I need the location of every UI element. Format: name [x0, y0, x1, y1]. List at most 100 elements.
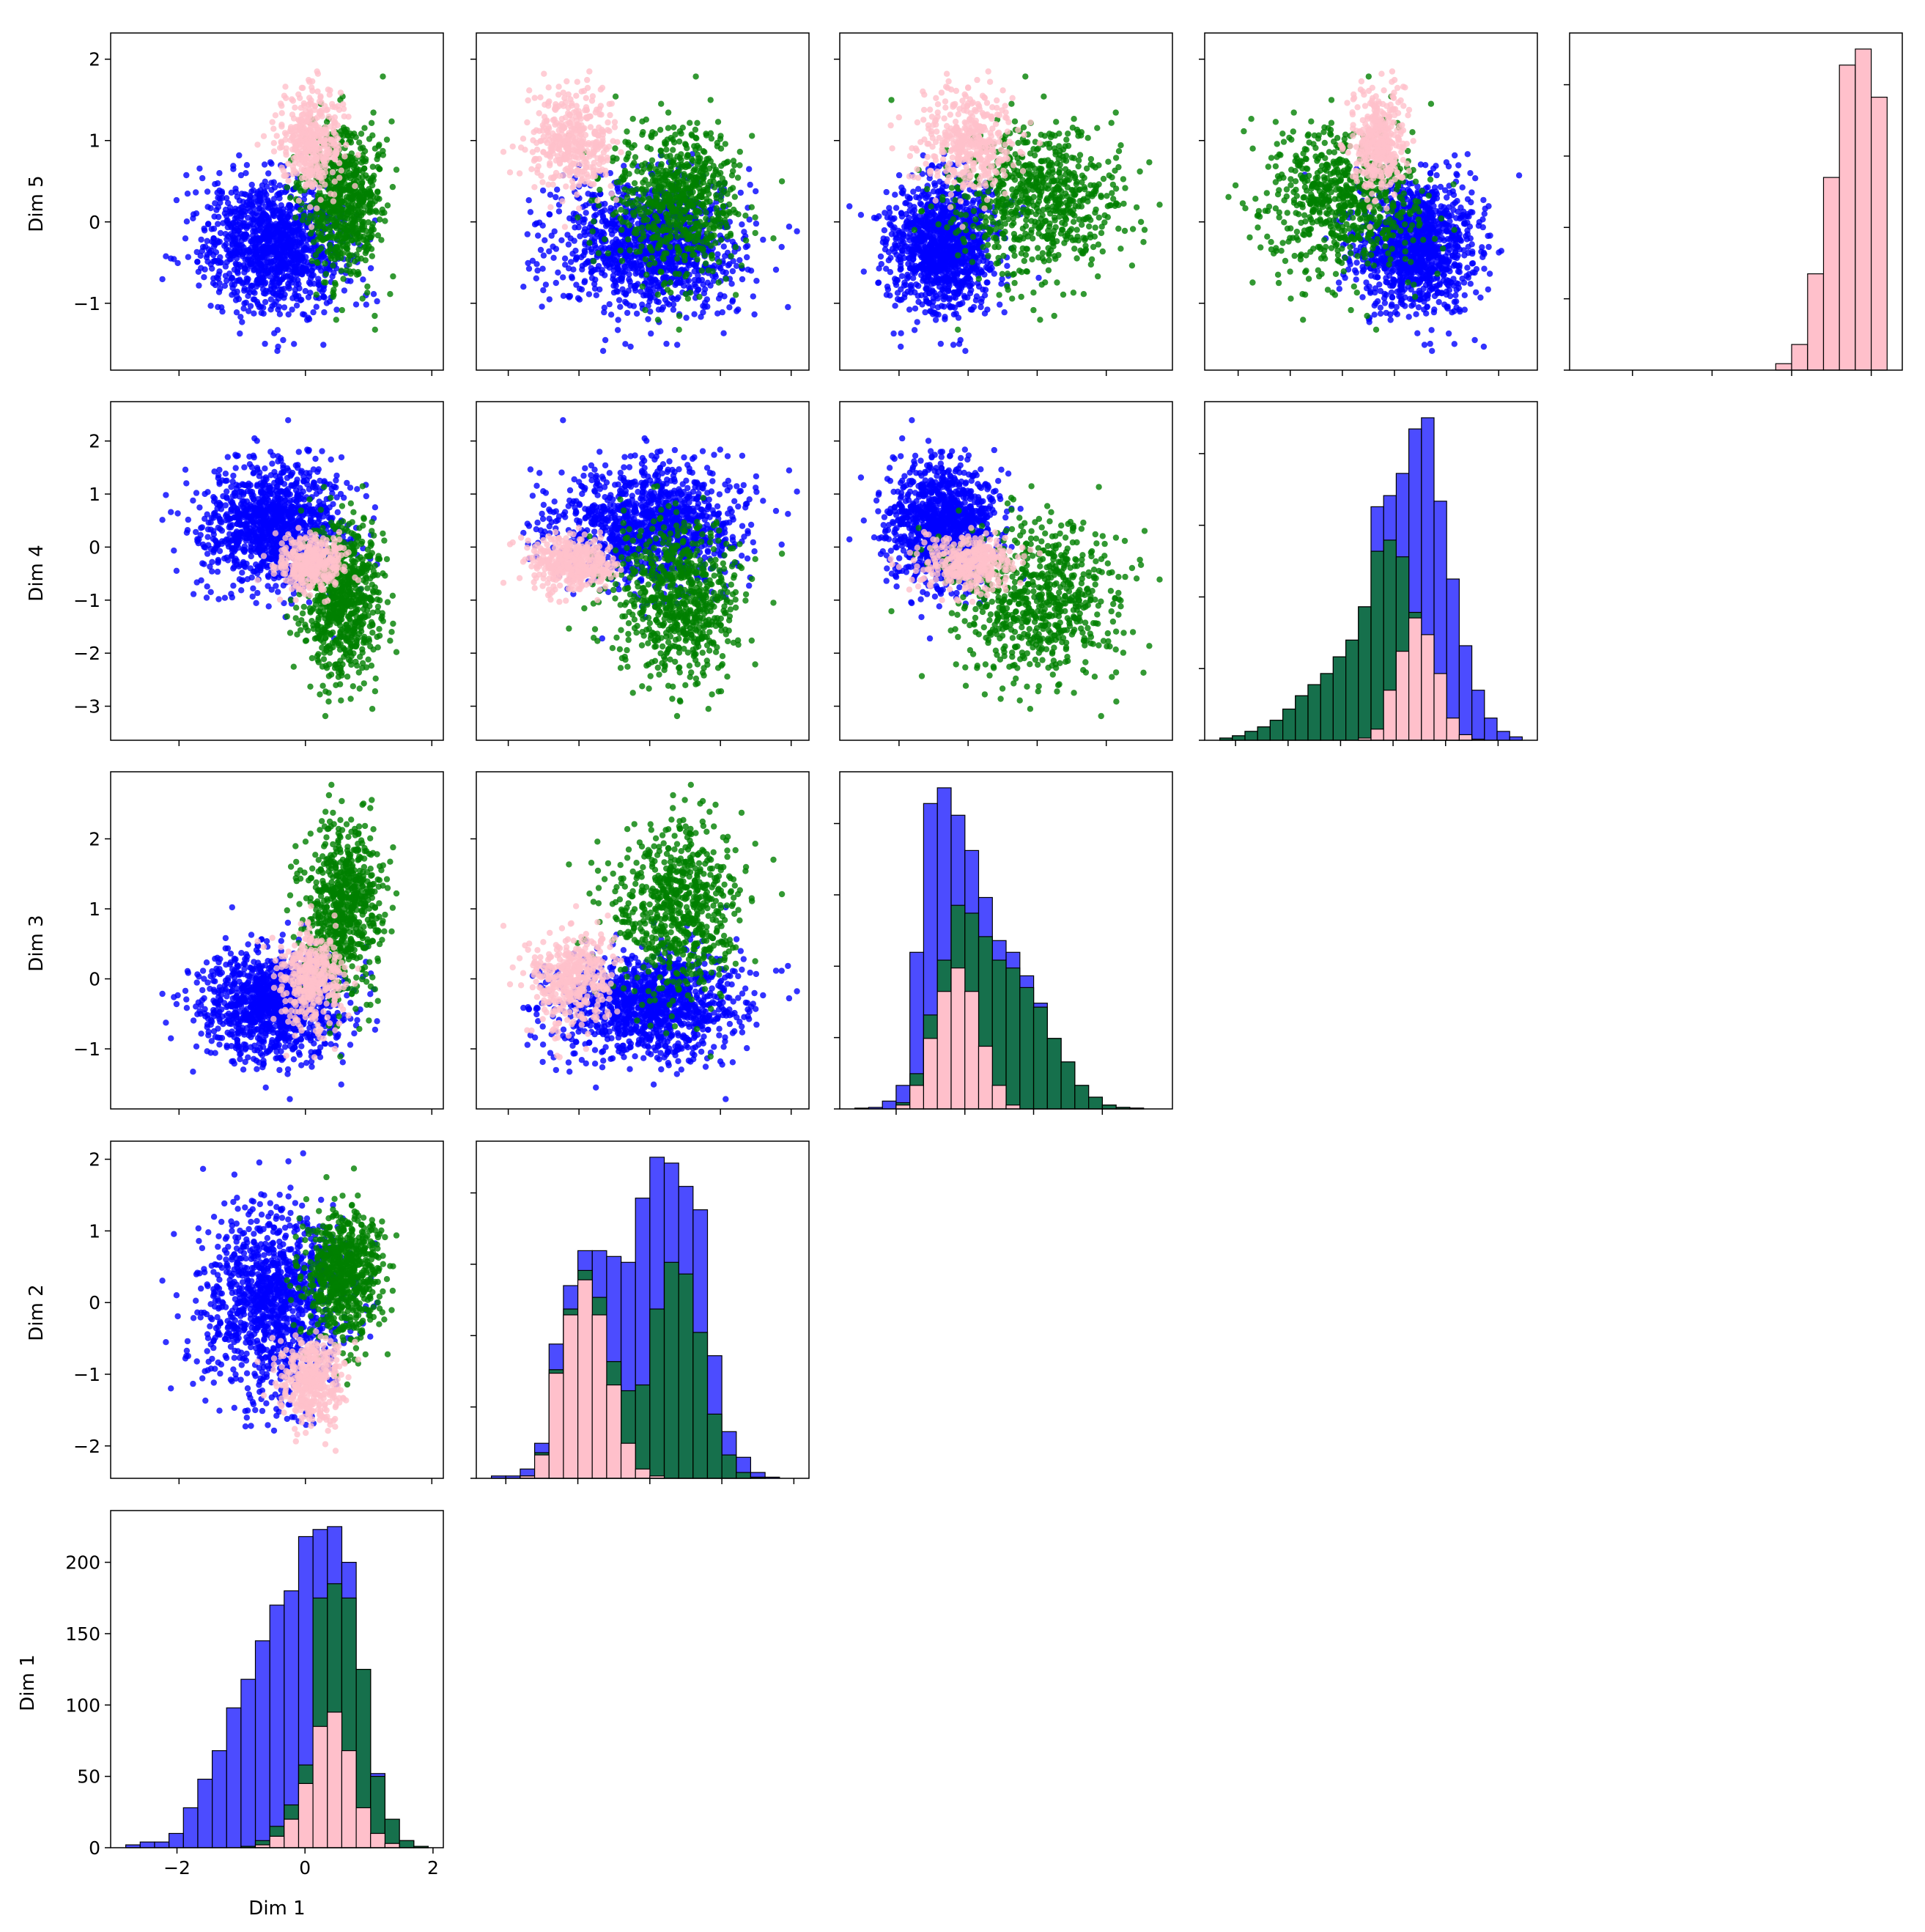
scatter-point: [335, 1328, 342, 1335]
scatter-point: [344, 844, 351, 850]
scatter-point: [229, 904, 235, 911]
scatter-point: [258, 1321, 265, 1329]
scatter-point: [218, 1361, 225, 1368]
scatter-point: [726, 1020, 734, 1028]
scatter-point: [361, 923, 367, 930]
scatter-point: [325, 1428, 331, 1434]
scatter-point: [351, 1030, 358, 1037]
scatter-point: [359, 1329, 366, 1335]
scatter-point: [293, 1262, 300, 1269]
scatter-point: [363, 1235, 369, 1242]
scatter-point: [269, 1335, 276, 1341]
scatter-point: [223, 1042, 230, 1049]
scatter-point: [198, 1309, 204, 1316]
scatter-point: [226, 1002, 234, 1009]
scatter-point: [322, 1402, 328, 1409]
scatter-point: [357, 1247, 363, 1255]
scatter-point: [256, 1159, 263, 1166]
scatter-point: [336, 873, 342, 880]
scatter-point: [334, 1376, 341, 1382]
scatter-point: [272, 1380, 279, 1387]
scatter-point: [327, 1417, 333, 1425]
scatter-point: [377, 1231, 383, 1237]
scatter-point: [372, 1278, 378, 1286]
scatter-point: [254, 1358, 261, 1365]
scatter-point: [350, 1165, 358, 1172]
scatter-point: [328, 964, 334, 970]
scatter-point: [321, 1280, 328, 1287]
scatter-point: [340, 1227, 347, 1234]
scatter-point: [270, 1029, 276, 1036]
scatter-point: [210, 1338, 217, 1345]
scatter-point: [285, 1216, 292, 1223]
scatter-point: [347, 1294, 354, 1301]
scatter-point: [262, 1259, 268, 1266]
scatter-point: [381, 928, 388, 934]
scatter-point: [232, 1347, 238, 1354]
scatter-point: [238, 1269, 245, 1277]
scatter-point: [380, 882, 386, 889]
scatter-point: [312, 1236, 319, 1243]
scatter-point: [242, 1041, 249, 1048]
scatter-point: [205, 1229, 212, 1236]
scatter-point: [258, 1241, 265, 1247]
scatter-point: [249, 1289, 256, 1296]
scatter-point: [302, 970, 309, 977]
scatter-point: [739, 1023, 745, 1030]
scatter-point: [244, 1385, 251, 1392]
scatter-point: [334, 992, 341, 999]
scatter-point: [204, 1024, 210, 1030]
scatter-point: [243, 1370, 251, 1376]
y-tick-label: 0: [89, 969, 100, 990]
scatter-point: [283, 1315, 289, 1321]
scatter-point: [334, 967, 341, 975]
scatter-point: [355, 872, 362, 880]
scatter-point: [306, 951, 313, 957]
scatter-point: [279, 1333, 286, 1340]
scatter-point: [198, 1030, 204, 1037]
scatter-point: [256, 1265, 263, 1272]
scatter-point: [351, 914, 358, 921]
scatter-point: [260, 1061, 267, 1068]
panel-frame: [110, 1140, 444, 1479]
scatter-point: [276, 1243, 284, 1250]
scatter-point: [230, 1198, 237, 1206]
scatter-point: [256, 1316, 262, 1322]
scatter-point: [257, 1275, 264, 1282]
scatter-point: [204, 1331, 211, 1338]
scatter-point: [219, 1299, 226, 1305]
scatter-point: [358, 900, 364, 907]
scatter-point: [236, 1354, 243, 1361]
scatter-point: [283, 1052, 289, 1059]
scatter-point: [333, 977, 340, 984]
scatter-point: [287, 1223, 293, 1229]
scatter-point: [331, 1195, 338, 1203]
y-tick-label: −1: [73, 1364, 100, 1385]
scatter-point: [260, 1312, 267, 1319]
scatter-point: [237, 1313, 244, 1319]
scatter-point: [520, 1004, 527, 1011]
scatter-point: [332, 954, 339, 961]
scatter-point: [570, 1050, 577, 1057]
scatter-point: [308, 984, 316, 991]
scatter-point: [230, 1366, 237, 1373]
scatter-point: [298, 1043, 305, 1050]
scatter-point: [336, 1013, 342, 1020]
scatter-point: [356, 1300, 363, 1307]
scatter-point: [262, 1354, 269, 1360]
scatter-point: [273, 1412, 280, 1419]
scatter-point: [291, 1271, 298, 1278]
scatter-point: [353, 1289, 360, 1297]
scatter-point: [307, 1258, 314, 1266]
scatter-point: [243, 1243, 249, 1250]
scatter-point: [309, 865, 316, 872]
panel-frame: [110, 771, 444, 1110]
scatter-point: [241, 1291, 248, 1298]
scatter-point: [331, 912, 338, 919]
scatter-point: [273, 1055, 279, 1062]
scatter-point: [335, 1349, 341, 1356]
scatter-point: [276, 1322, 283, 1330]
scatter-point: [369, 849, 377, 857]
scatter-point: [359, 976, 366, 983]
scatter-point: [380, 918, 386, 924]
